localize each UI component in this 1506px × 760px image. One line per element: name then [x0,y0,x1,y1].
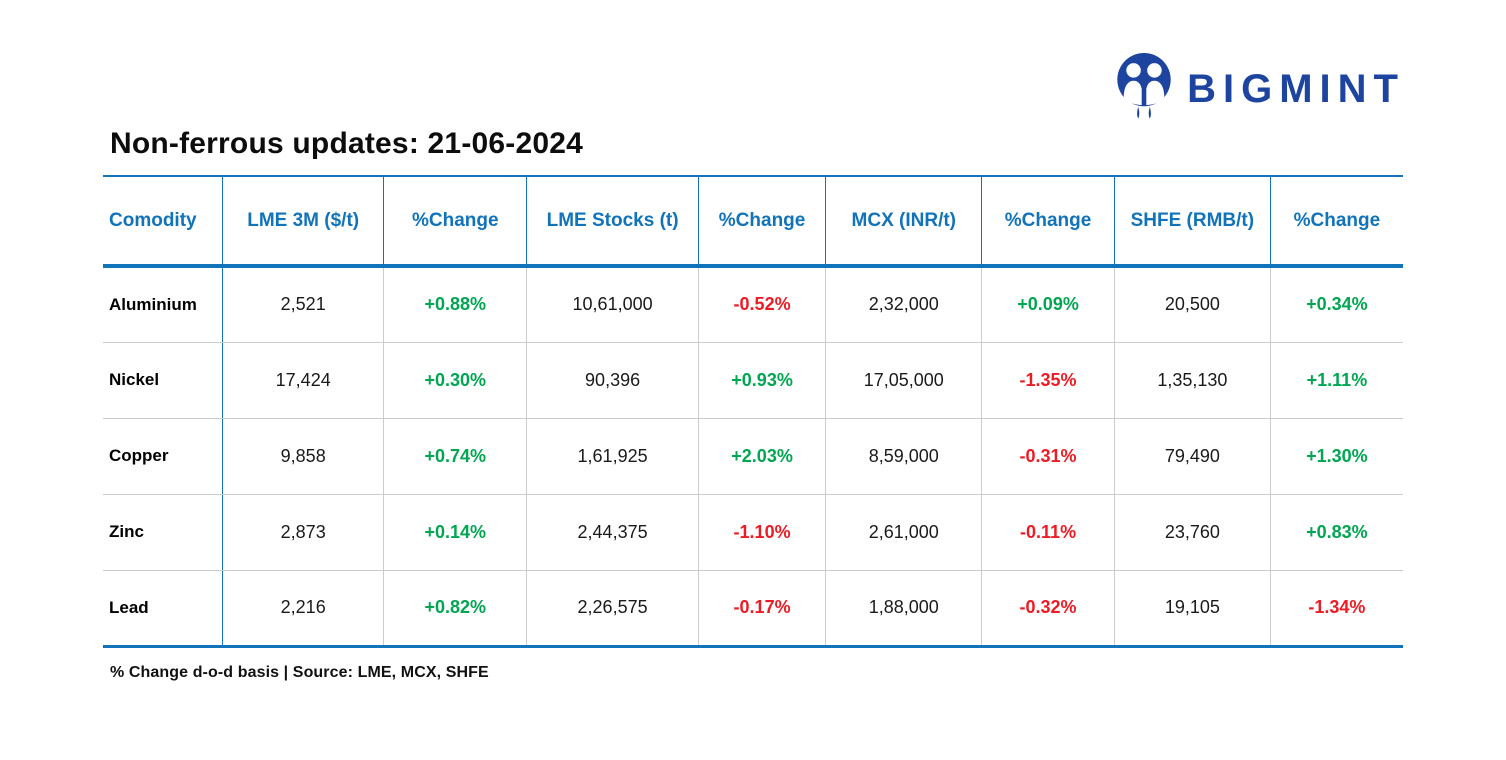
commodity-table-container: Comodity LME 3M ($/t) %Change LME Stocks… [103,175,1403,648]
change-cell: +0.83% [1270,494,1403,571]
col-header-lme-stocks-change: %Change [698,176,827,268]
col-header-shfe: SHFE (RMB/t) [1114,176,1271,268]
change-cell: +0.82% [383,570,528,646]
value-cell: 20,500 [1114,266,1271,343]
commodity-cell: Zinc [103,494,224,571]
bigmint-people-icon [1115,52,1173,125]
change-cell: -0.11% [981,494,1115,571]
value-cell: 90,396 [526,342,699,419]
value-cell: 2,216 [222,570,385,646]
footer-note: % Change d-o-d basis | Source: LME, MCX,… [110,664,489,681]
col-header-lme-3m: LME 3M ($/t) [222,176,385,268]
value-cell: 19,105 [1114,570,1271,646]
table-header: Comodity LME 3M ($/t) %Change LME Stocks… [103,176,1403,268]
bigmint-logo: BIGMINT [1115,52,1405,125]
col-header-lme-stocks: LME Stocks (t) [526,176,699,268]
commodity-cell: Copper [103,418,224,495]
change-cell: -0.17% [698,570,827,646]
table-row: Copper 9,858 +0.74% 1,61,925 +2.03% 8,59,000-… [103,418,1403,495]
col-header-mcx-change: %Change [981,176,1115,268]
value-cell: 2,873 [222,494,385,571]
col-header-comodity: Comodity [103,176,224,268]
table-row: Lead 2,216 +0.82% 2,26,575 -0.17% 1,88,000 -0.… [103,570,1403,646]
change-cell: +1.11% [1270,342,1403,419]
change-cell: +0.34% [1270,266,1403,343]
col-header-lme-3m-change: %Change [383,176,528,268]
change-cell: -0.52% [698,266,827,343]
page-title: Non-ferrous updates: 21-06-2024 [110,127,584,160]
table-header-row: Comodity LME 3M ($/t) %Change LME Stocks… [103,176,1403,268]
col-header-mcx: MCX (INR/t) [825,176,983,268]
value-cell: 17,424 [222,342,385,419]
change-cell: +0.93% [698,342,827,419]
table-row: Aluminium 2,521 +0.88% 10,61,000 -0.52% 2,32,… [103,266,1403,343]
commodity-cell: Lead [103,570,224,646]
value-cell: 2,32,000 [825,266,983,343]
change-cell: +1.30% [1270,418,1403,495]
value-cell: 2,44,375 [526,494,699,571]
change-cell: -0.31% [981,418,1115,495]
change-cell: +2.03% [698,418,827,495]
table-row: Nickel 17,424 +0.30% 90,396 +0.93% 17,05,000-… [103,342,1403,419]
change-cell: +0.14% [383,494,528,571]
value-cell: 23,760 [1114,494,1271,571]
value-cell: 1,88,000 [825,570,983,646]
commodity-table: Comodity LME 3M ($/t) %Change LME Stocks… [103,175,1403,648]
commodity-cell: Nickel [103,342,224,419]
change-cell: +0.88% [383,266,528,343]
value-cell: 8,59,000 [825,418,983,495]
value-cell: 1,35,130 [1114,342,1271,419]
change-cell: +0.74% [383,418,528,495]
brand-wordmark: BIGMINT [1187,66,1405,111]
value-cell: 79,490 [1114,418,1271,495]
value-cell: 1,61,925 [526,418,699,495]
change-cell: -1.10% [698,494,827,571]
commodity-cell: Aluminium [103,266,224,343]
value-cell: 10,61,000 [526,266,699,343]
value-cell: 2,26,575 [526,570,699,646]
value-cell: 2,61,000 [825,494,983,571]
table-row: Zinc 2,873 +0.14% 2,44,375 -1.10% 2,61,000 -0.… [103,494,1403,571]
change-cell: +0.30% [383,342,528,419]
change-cell: -0.32% [981,570,1115,646]
change-cell: -1.34% [1308,597,1366,617]
value-cell: 17,05,000 [825,342,983,419]
value-cell: 2,521 [222,266,385,343]
table-body: Aluminium 2,521 +0.88% 10,61,000 -0.52% 2,32,… [103,266,1403,646]
value-cell: 9,858 [222,418,385,495]
change-cell: -1.35% [981,342,1115,419]
col-header-shfe-change: %Change [1270,176,1403,268]
change-cell: +0.09% [981,266,1115,343]
